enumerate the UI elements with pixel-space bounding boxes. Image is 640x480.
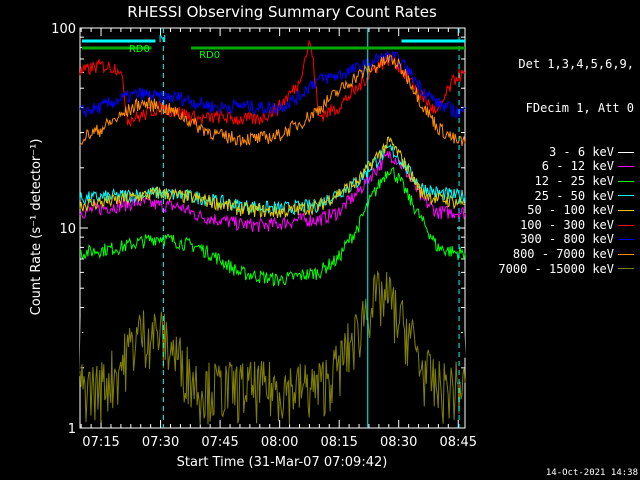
- legend-swatch: [618, 166, 634, 168]
- legend-label: 50 - 100 keV: [527, 203, 614, 218]
- legend-label: 300 - 800 keV: [520, 232, 614, 247]
- x-tick-label: 08:30: [380, 435, 417, 450]
- series-line-0: [79, 169, 466, 377]
- chart-title: RHESSI Observing Summary Count Rates: [127, 3, 437, 21]
- legend-entry: 800 - 7000 keV: [498, 247, 634, 262]
- y-tick-label: 1: [68, 422, 76, 437]
- x-tick-label: 07:30: [142, 435, 179, 450]
- legend-label: 800 - 7000 keV: [512, 246, 614, 261]
- legend-entry: 25 - 50 keV: [498, 189, 634, 204]
- legend-swatch: [618, 195, 634, 197]
- legend-entry: 12 - 25 keV: [498, 174, 634, 189]
- series-line-8: [79, 270, 466, 425]
- legend-swatch: [618, 268, 634, 270]
- legend-label: 6 - 12 keV: [541, 159, 614, 174]
- flag-label: RD0: [129, 44, 150, 55]
- legend-swatch: [618, 151, 634, 153]
- x-axis-label: Start Time (31-Mar-07 07:09:42): [177, 455, 388, 470]
- legend-swatch: [618, 239, 634, 241]
- legend-swatch: [618, 180, 634, 182]
- legend-label: 3 - 6 keV: [548, 144, 614, 159]
- series-line-2: [79, 166, 466, 287]
- render-timestamp: 14-Oct-2021 14:38: [545, 468, 638, 478]
- legend-entry: 50 - 100 keV: [498, 203, 634, 218]
- legend-label: 12 - 25 keV: [534, 173, 614, 188]
- legend-label: 100 - 300 keV: [520, 217, 614, 232]
- legend-label: 7000 - 15000 keV: [498, 261, 614, 276]
- series-line-7: [79, 54, 466, 148]
- legend-entry: 300 - 800 keV: [498, 232, 634, 247]
- x-tick-label: 07:45: [201, 435, 238, 450]
- x-tick-label: 08:00: [261, 435, 298, 450]
- x-tick-label: 07:15: [82, 435, 119, 450]
- legend-entry: 3 - 6 keV: [498, 145, 634, 160]
- legend-swatch: [618, 224, 634, 226]
- legend-entry: 7000 - 15000 keV: [498, 262, 634, 277]
- legend-swatch: [618, 253, 634, 255]
- flag-lines: N RD0 RD0: [81, 28, 465, 428]
- legend-swatch: [618, 209, 634, 211]
- legend: Det 1,3,4,5,6,9, FDecim 1, Att 0 3 - 6 k…: [498, 28, 634, 291]
- y-tick-label: 100: [51, 22, 76, 37]
- y-axis-label: Count Rate (s⁻¹ detector⁻¹): [29, 139, 44, 316]
- x-tick-label: 08:45: [440, 435, 477, 450]
- series-line-1: [79, 151, 466, 233]
- legend-entry: 100 - 300 keV: [498, 218, 634, 233]
- legend-entry: 6 - 12 keV: [498, 159, 634, 174]
- series-lines: [79, 39, 466, 425]
- legend-header-line-1: Det 1,3,4,5,6,9,: [518, 57, 634, 72]
- x-tick-label: 08:15: [320, 435, 357, 450]
- y-tick-label: 10: [59, 222, 76, 237]
- flag-label: RD0: [199, 50, 220, 61]
- series-line-4: [79, 136, 466, 219]
- series-line-3: [79, 143, 466, 216]
- flag-label: N: [159, 34, 166, 45]
- axes: 1 10 100 07:15 07:30 07:45 08:00 08:15 08:30 08:4…: [51, 22, 477, 450]
- legend-header-line-2: FDecim 1, Att 0: [525, 100, 634, 115]
- legend-label: 25 - 50 keV: [534, 188, 614, 203]
